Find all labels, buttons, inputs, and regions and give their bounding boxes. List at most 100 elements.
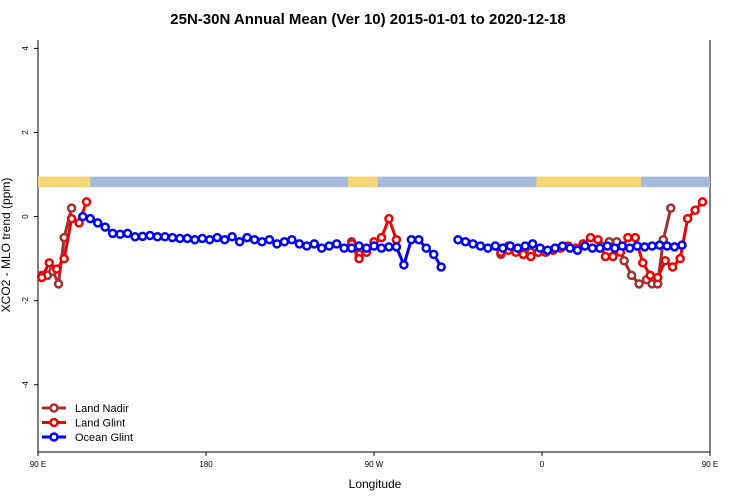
data-point	[414, 234, 424, 245]
x-axis-ticks: 90 E 180 90 W 0 90 E	[30, 452, 718, 469]
data-point	[190, 234, 200, 245]
data-point	[682, 213, 693, 224]
data-point	[468, 239, 478, 249]
data-point	[475, 241, 486, 251]
data-point	[654, 240, 665, 250]
legend-label: Land Glint	[75, 418, 125, 430]
legend-label: Ocean Glint	[75, 432, 133, 444]
data-point	[279, 237, 290, 247]
data-point	[436, 262, 446, 272]
x-tick-label: 180	[199, 460, 213, 469]
data-point	[115, 229, 125, 239]
data-point	[100, 222, 110, 232]
y-tick-label: 0	[21, 214, 30, 219]
data-point	[632, 241, 642, 251]
data-point	[677, 240, 687, 250]
data-point	[257, 237, 267, 247]
data-point	[639, 242, 650, 252]
data-point	[302, 241, 312, 251]
data-point	[526, 251, 536, 262]
x-tick-label: 90 E	[702, 460, 718, 469]
y-tick-label: 2	[21, 130, 30, 135]
data-point	[339, 243, 349, 253]
data-point	[624, 243, 635, 253]
data-point	[391, 242, 402, 252]
data-point	[645, 270, 656, 281]
data-point	[460, 237, 471, 247]
data-point	[294, 239, 305, 249]
data-point	[608, 251, 618, 262]
data-point	[167, 232, 178, 243]
series-ocean-glint	[78, 211, 687, 272]
data-point	[145, 230, 155, 241]
data-point	[587, 243, 598, 253]
data-point	[182, 233, 193, 244]
data-point	[602, 241, 613, 251]
data-point	[585, 232, 596, 243]
data-point	[234, 237, 245, 247]
y-axis-label: XCO2 - MLO trend (ppm)	[0, 178, 13, 313]
data-point	[384, 213, 394, 224]
data-point	[617, 241, 628, 251]
y-tick-label: 4	[21, 46, 30, 51]
data-point	[490, 241, 501, 251]
chart-title: 25N-30N Annual Mean (Ver 10) 2015-01-01 …	[170, 11, 565, 28]
data-point	[242, 232, 252, 243]
data-point	[264, 234, 275, 245]
data-point	[667, 262, 678, 272]
data-point	[483, 243, 493, 253]
data-point	[428, 249, 439, 260]
data-point	[498, 243, 508, 253]
x-tick-label: 90 E	[30, 460, 46, 469]
data-point	[152, 232, 163, 242]
data-point	[59, 253, 69, 264]
data-point	[505, 241, 516, 251]
data-point	[638, 258, 648, 268]
data-point	[421, 243, 432, 253]
data-point	[595, 243, 605, 253]
x-axis-label: Longitude	[349, 477, 402, 491]
data-point	[660, 255, 670, 266]
data-point	[331, 239, 342, 249]
land-band-segment	[536, 176, 641, 188]
land-band-segment	[38, 176, 91, 188]
legend-marker	[49, 403, 59, 413]
data-point	[249, 234, 260, 245]
data-point	[527, 239, 538, 249]
data-point	[92, 218, 103, 228]
data-point	[399, 260, 409, 270]
data-point	[542, 245, 553, 255]
data-point	[634, 279, 644, 289]
data-point	[66, 213, 77, 224]
data-point	[572, 245, 583, 255]
data-point	[652, 272, 663, 283]
data-point	[81, 197, 92, 207]
data-point	[212, 232, 222, 243]
data-point	[647, 241, 657, 251]
data-point	[160, 232, 170, 242]
data-point	[51, 264, 62, 274]
data-point	[354, 253, 364, 264]
data-point	[44, 258, 54, 268]
data-point	[623, 232, 633, 243]
x-tick-label: 90 W	[365, 460, 384, 469]
data-point	[122, 228, 133, 239]
data-point	[376, 232, 387, 243]
data-point	[406, 234, 417, 245]
data-point	[512, 243, 523, 253]
data-point	[453, 234, 463, 245]
data-point	[354, 241, 364, 251]
data-point	[66, 203, 77, 213]
data-point	[346, 243, 357, 253]
data-point	[204, 234, 215, 245]
data-point	[669, 242, 680, 252]
y-tick-label: -4	[21, 381, 30, 389]
data-point	[675, 253, 685, 264]
plot-area	[36, 40, 711, 453]
data-point	[197, 233, 208, 244]
x-tick-label: 0	[540, 460, 545, 469]
data-point	[557, 241, 568, 251]
data-point	[518, 249, 529, 260]
legend-label: Land Nadir	[75, 403, 129, 415]
data-point	[666, 203, 676, 213]
